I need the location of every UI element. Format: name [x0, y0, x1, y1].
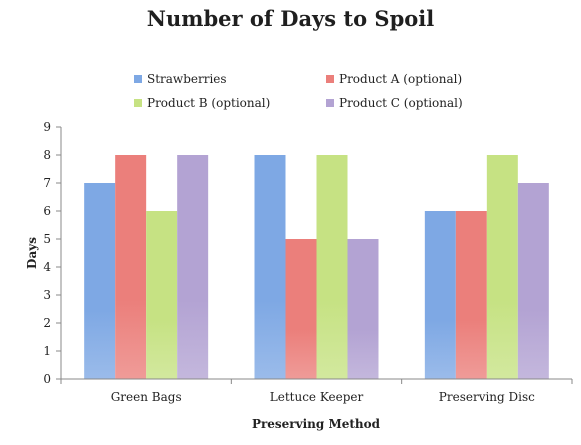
x-axis-title: Preserving Method [252, 417, 381, 431]
y-tick-label: 1 [43, 344, 51, 358]
bar [285, 239, 317, 379]
legend-swatch [134, 99, 142, 107]
bar [316, 155, 348, 379]
legend-swatch [134, 75, 142, 83]
legend-label: Product C (optional) [339, 96, 463, 110]
legend-swatch [326, 75, 334, 83]
y-tick-label: 5 [43, 232, 51, 246]
legend-swatch [326, 99, 334, 107]
bar [424, 211, 456, 379]
bar [146, 211, 178, 379]
x-tick-label: Preserving Disc [439, 390, 535, 404]
bar [177, 155, 209, 379]
legend: Strawberries Product A (optional) Product … [134, 72, 463, 110]
bar [254, 155, 286, 379]
bar [115, 155, 147, 379]
bar [347, 239, 379, 379]
y-axis-title: Days [25, 237, 39, 269]
bars-group [84, 155, 549, 379]
x-tick-label: Green Bags [111, 390, 182, 404]
y-tick-label: 9 [43, 120, 51, 134]
axes-group: 0 1 2 3 4 5 6 7 8 9 Green Bags Lettuce Keeper Preser… [43, 120, 573, 404]
y-tick-label: 6 [43, 204, 51, 218]
legend-label: Strawberries [147, 72, 227, 86]
bar [84, 183, 116, 379]
chart-title: Number of Days to Spoil [146, 6, 435, 31]
y-tick-label: 7 [43, 176, 51, 190]
bar [517, 183, 549, 379]
y-tick-label: 4 [43, 260, 51, 274]
y-tick-label: 0 [43, 372, 51, 386]
y-tick-label: 8 [43, 148, 51, 162]
legend-label: Product B (optional) [147, 96, 270, 110]
bar [455, 211, 487, 379]
bar [486, 155, 518, 379]
legend-label: Product A (optional) [339, 72, 462, 86]
y-tick-label: 3 [43, 288, 51, 302]
x-tick-label: Lettuce Keeper [270, 390, 364, 404]
y-tick-label: 2 [43, 316, 51, 330]
